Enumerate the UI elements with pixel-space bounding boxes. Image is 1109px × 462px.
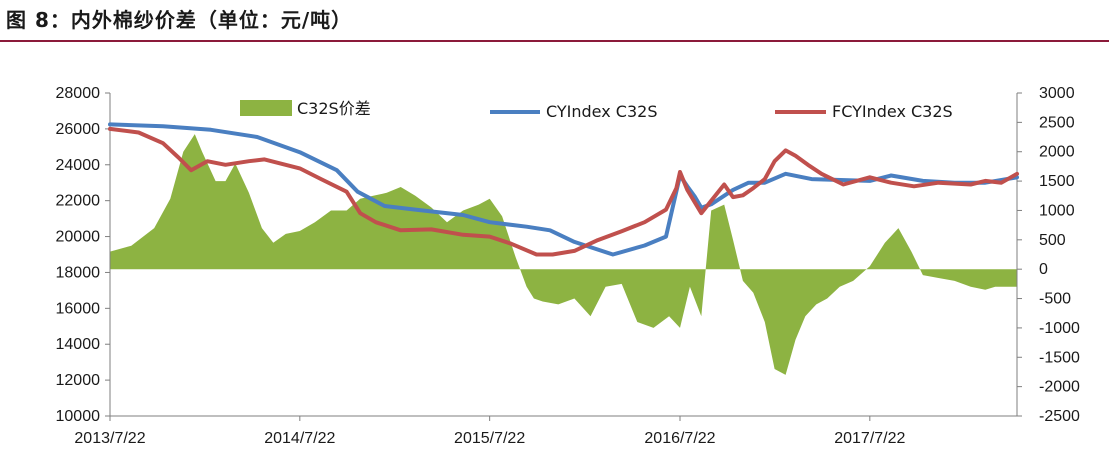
- right-tick-label: 0: [1039, 261, 1048, 278]
- x-tick-label: 2015/7/22: [454, 430, 525, 447]
- fcyindex-line-series: [108, 126, 1019, 257]
- right-tick-label: 3000: [1039, 85, 1075, 102]
- right-tick-label: -1000: [1039, 320, 1080, 337]
- left-tick-label: 20000: [56, 229, 101, 246]
- x-tick-label: 2017/7/22: [834, 430, 905, 447]
- legend-label-spread: C32S价差: [297, 99, 371, 118]
- left-tick-label: 28000: [56, 85, 101, 102]
- left-tick-label: 10000: [56, 408, 101, 425]
- right-tick-label: 2500: [1039, 114, 1075, 131]
- legend-label-fcy: FCYIndex C32S: [832, 102, 953, 121]
- x-tick-label: 2013/7/22: [74, 430, 145, 447]
- legend-label-cy: CYIndex C32S: [546, 102, 657, 121]
- left-tick-label: 24000: [56, 157, 101, 174]
- x-tick-label: 2016/7/22: [644, 430, 715, 447]
- right-tick-label: -2500: [1039, 408, 1080, 425]
- right-tick-label: 500: [1039, 232, 1066, 249]
- left-tick-label: 16000: [56, 300, 101, 317]
- cyindex-line-series: [108, 122, 1019, 257]
- right-tick-label: -2000: [1039, 379, 1080, 396]
- right-tick-label: -1500: [1039, 349, 1080, 366]
- title-divider: [0, 40, 1109, 42]
- right-tick-label: -500: [1039, 291, 1071, 308]
- x-tick-label: 2014/7/22: [264, 430, 335, 447]
- right-tick-label: 1500: [1039, 173, 1075, 190]
- left-tick-label: 22000: [56, 193, 101, 210]
- left-tick-label: 12000: [56, 372, 101, 389]
- left-tick-label: 14000: [56, 336, 101, 353]
- right-tick-label: 1000: [1039, 202, 1075, 219]
- legend-swatch-spread: [240, 100, 292, 116]
- right-tick-label: 2000: [1039, 144, 1075, 161]
- figure-title: 图 8：内外棉纱价差（单位：元/吨）: [6, 8, 353, 32]
- spread-area-series: [110, 134, 1017, 375]
- left-tick-label: 18000: [56, 264, 101, 281]
- left-tick-label: 26000: [56, 121, 101, 138]
